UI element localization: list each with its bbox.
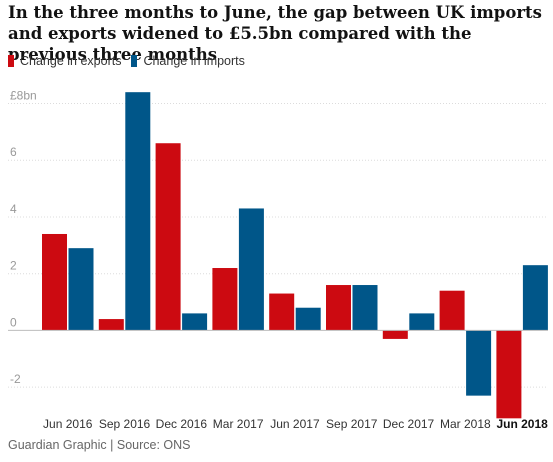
bar-exports [496,330,522,419]
imports-swatch [131,55,138,67]
bars [42,92,548,419]
bar-exports [98,319,124,331]
bar-imports [295,307,321,331]
bar-imports [238,208,264,331]
y-tick-label: 4 [10,202,17,216]
x-tick-label: Mar 2018 [440,417,491,431]
y-tick-label: 6 [10,145,17,159]
y-tick-label: £8bn [10,89,37,103]
bar-imports [352,285,378,331]
bar-exports [382,330,408,339]
y-tick-label: 2 [10,259,17,273]
bar-exports [155,143,181,331]
legend-item-imports: Change in imports [131,54,245,68]
bar-imports [409,313,435,331]
bar-exports [269,293,295,331]
bar-imports [466,330,492,396]
legend: Change in exports Change in imports [8,54,255,68]
x-tick-label: Jun 2018 [496,417,548,431]
x-tick-label: Dec 2016 [156,417,208,431]
bar-imports [125,92,151,331]
x-tick-label: Jun 2017 [270,417,320,431]
legend-label-exports: Change in exports [20,54,122,68]
bar-exports [326,285,351,331]
chart-title: In the three months to June, the gap bet… [8,3,542,64]
bar-exports [439,290,465,331]
x-tick-label: Jun 2016 [43,417,93,431]
bar-imports [522,265,548,331]
y-tick-label: -2 [10,372,21,386]
y-tick-label: 0 [10,315,17,329]
legend-label-imports: Change in imports [143,54,245,68]
x-tick-label: Dec 2017 [383,417,435,431]
exports-swatch [8,55,14,67]
gridlines: £8bn 6 4 2 0 -2 [8,89,548,388]
bar-exports [42,233,67,331]
legend-item-exports: Change in exports [8,54,121,68]
bar-exports [212,268,238,331]
x-tick-label: Sep 2017 [326,417,378,431]
x-tick-label: Mar 2017 [213,417,264,431]
source-credit: Guardian Graphic | Source: ONS [8,438,191,452]
bar-imports [68,248,94,331]
bar-imports [182,313,208,331]
x-axis-labels: Jun 2016 Sep 2016 Dec 2016 Mar 2017 Jun 2017… [43,417,548,431]
x-tick-label: Sep 2016 [99,417,151,431]
